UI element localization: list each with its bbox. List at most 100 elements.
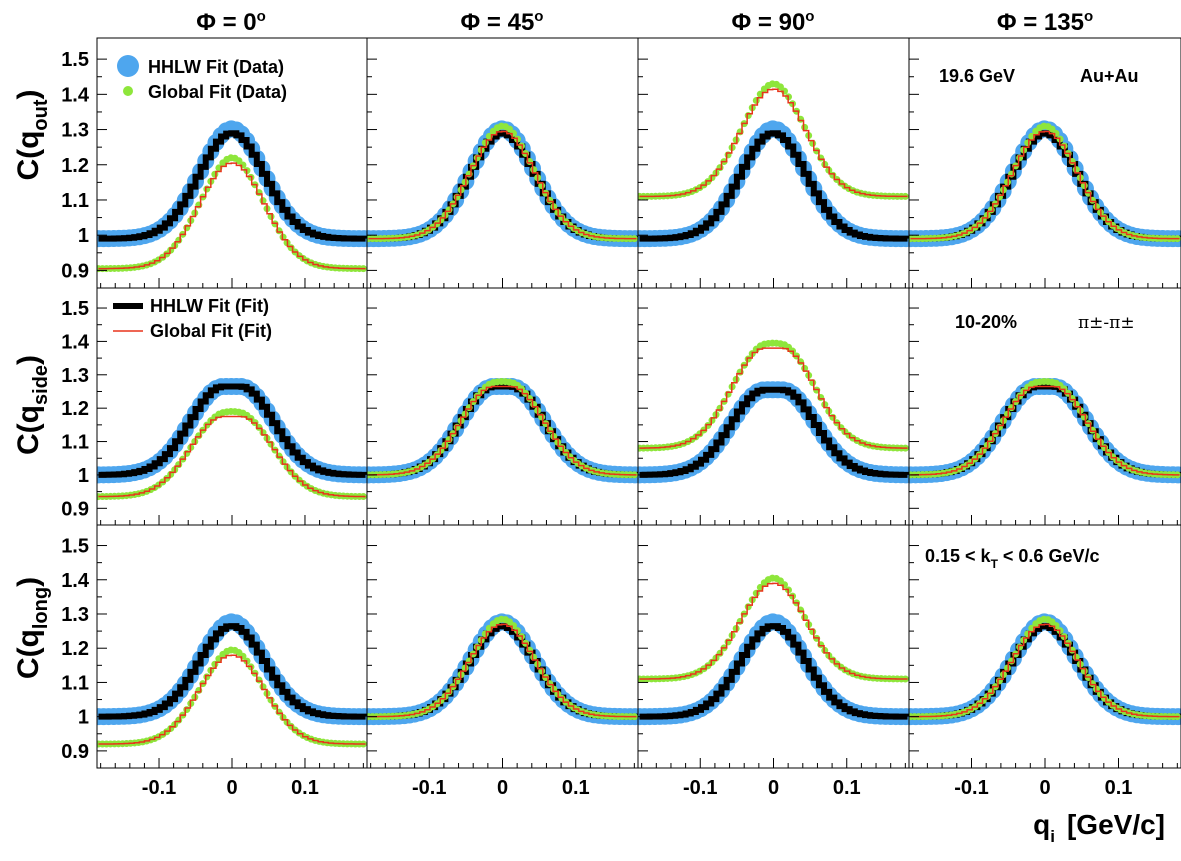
xlabel: qi [GeV/c] bbox=[1033, 809, 1165, 846]
panel-frame bbox=[366, 287, 639, 526]
panel-frame bbox=[366, 524, 639, 769]
x-tick-label: 0 bbox=[1039, 777, 1050, 799]
column-title-phi-135: Φ = 135o bbox=[997, 8, 1093, 36]
y-tick-label: 0.9 bbox=[61, 741, 89, 763]
panel-plot-area bbox=[909, 613, 1181, 726]
panel-side-135 bbox=[908, 287, 1181, 526]
panel-long-45: -0.1 0 0.1 bbox=[366, 524, 639, 799]
hhlw-fit-line bbox=[368, 130, 638, 242]
y-tick-label: 1.5 bbox=[61, 49, 89, 71]
y-tick-label: 1.5 bbox=[61, 298, 89, 320]
y-tick-label: 1.2 bbox=[61, 398, 89, 420]
panel-long-135: -0.1 0 0.1 bbox=[908, 524, 1181, 799]
x-tick-label: -0.1 bbox=[954, 777, 988, 799]
y-tick-label: 1.4 bbox=[61, 331, 90, 353]
global-fit-line bbox=[639, 347, 908, 449]
hhlw-fit-line bbox=[368, 383, 638, 478]
panel-frame bbox=[96, 524, 368, 769]
panel-plot-area bbox=[367, 377, 638, 484]
panel-side-90 bbox=[637, 287, 910, 526]
global-data-point bbox=[1016, 643, 1024, 651]
annotation-centrality: 10-20% bbox=[955, 312, 1017, 332]
x-tick-label: -0.1 bbox=[412, 777, 446, 799]
ylabel-long: C(qlong) bbox=[12, 577, 52, 679]
y-tick-label: 1 bbox=[78, 707, 89, 729]
y-tick-label: 0.9 bbox=[61, 260, 89, 282]
global-fit-line bbox=[910, 623, 1180, 718]
y-tick-label: 1.4 bbox=[61, 570, 90, 592]
y-tick-label: 1.1 bbox=[61, 672, 89, 694]
hhlw-fit-line bbox=[368, 623, 638, 720]
global-fit-line bbox=[368, 385, 637, 476]
y-tick-label: 1.2 bbox=[61, 638, 89, 660]
column-title-phi-0: Φ = 0o bbox=[196, 8, 266, 36]
panel-frame bbox=[637, 524, 910, 769]
panel-out-135 bbox=[908, 37, 1181, 289]
legend-label-hhlw-data: HHLW Fit (Data) bbox=[148, 57, 284, 77]
global-fit-line bbox=[98, 162, 366, 270]
annotation-energy: 19.6 GeV bbox=[939, 66, 1015, 86]
x-tick-label: -0.1 bbox=[683, 777, 717, 799]
hhlw-fit-line bbox=[910, 130, 1181, 242]
global-data-point bbox=[1072, 166, 1080, 174]
panel-frame bbox=[637, 287, 910, 526]
hhlw-fit-line bbox=[910, 623, 1181, 720]
legend: HHLW Fit (Data) Global Fit (Data) HHLW F… bbox=[113, 55, 287, 341]
column-title-phi-90: Φ = 90o bbox=[732, 8, 815, 36]
panel-frame bbox=[908, 287, 1181, 526]
panel-plot-area bbox=[909, 377, 1181, 484]
global-data-point bbox=[453, 677, 461, 685]
x-tick-label: -0.1 bbox=[142, 777, 176, 799]
hhlw-fit-line bbox=[639, 130, 909, 242]
global-fit-line bbox=[98, 654, 366, 745]
annotation-pair: π±-π± bbox=[1078, 313, 1135, 333]
x-tick-label: 0.1 bbox=[833, 777, 861, 799]
global-data-point bbox=[183, 706, 191, 714]
y-tick-label: 1.2 bbox=[61, 155, 89, 177]
y-tick-label: 1.4 bbox=[61, 84, 90, 106]
global-data-point bbox=[203, 673, 211, 681]
global-data-point bbox=[445, 206, 453, 214]
x-tick-label: 0.1 bbox=[562, 777, 590, 799]
panel-plot-area bbox=[97, 377, 367, 501]
global-data-point bbox=[987, 206, 995, 214]
global-data-point bbox=[987, 436, 995, 444]
global-fit-line bbox=[639, 582, 908, 680]
global-data-point bbox=[183, 449, 191, 457]
global-data-point bbox=[995, 677, 1003, 685]
annotation-kt: 0.15 < kT < 0.6 GeV/c bbox=[925, 546, 1099, 571]
hhlw-fit-line bbox=[98, 130, 367, 242]
panel-plot-area bbox=[97, 120, 367, 273]
x-tick-label: 0.1 bbox=[291, 777, 319, 799]
global-fit-line bbox=[368, 130, 637, 240]
column-title-phi-45: Φ = 45o bbox=[461, 8, 544, 36]
y-tick-label: 1.3 bbox=[61, 365, 89, 387]
y-tick-label: 1.1 bbox=[61, 190, 89, 212]
ylabel-out: C(qout) bbox=[12, 89, 52, 180]
panel-plot-area bbox=[638, 339, 909, 484]
ylabel-side: C(qside) bbox=[12, 355, 52, 455]
y-tick-label: 1.3 bbox=[61, 604, 89, 626]
global-fit-line bbox=[368, 623, 637, 718]
global-data-point bbox=[530, 166, 538, 174]
y-tick-label: 0.9 bbox=[61, 498, 89, 520]
panel-plot-area bbox=[367, 613, 638, 726]
hhlw-fit-line bbox=[910, 383, 1181, 478]
x-tick-label: 0 bbox=[226, 777, 237, 799]
panel-out-90 bbox=[637, 37, 910, 289]
legend-marker-hhlw-data bbox=[117, 55, 139, 77]
legend-label-global-data: Global Fit (Data) bbox=[148, 82, 287, 102]
global-data-point bbox=[175, 236, 183, 244]
y-tick-label: 1 bbox=[78, 225, 89, 247]
panel-plot-area bbox=[367, 120, 638, 248]
global-fit-line bbox=[910, 130, 1180, 240]
panel-long-90: -0.1 0 0.1 bbox=[637, 524, 910, 799]
hhlw-fit-line bbox=[639, 386, 909, 478]
global-fit-line bbox=[639, 88, 908, 198]
y-tick-label: 1 bbox=[78, 465, 89, 487]
global-data-point bbox=[445, 436, 453, 444]
hhlw-fit-line bbox=[639, 623, 909, 720]
y-tick-label: 1.1 bbox=[61, 432, 89, 454]
